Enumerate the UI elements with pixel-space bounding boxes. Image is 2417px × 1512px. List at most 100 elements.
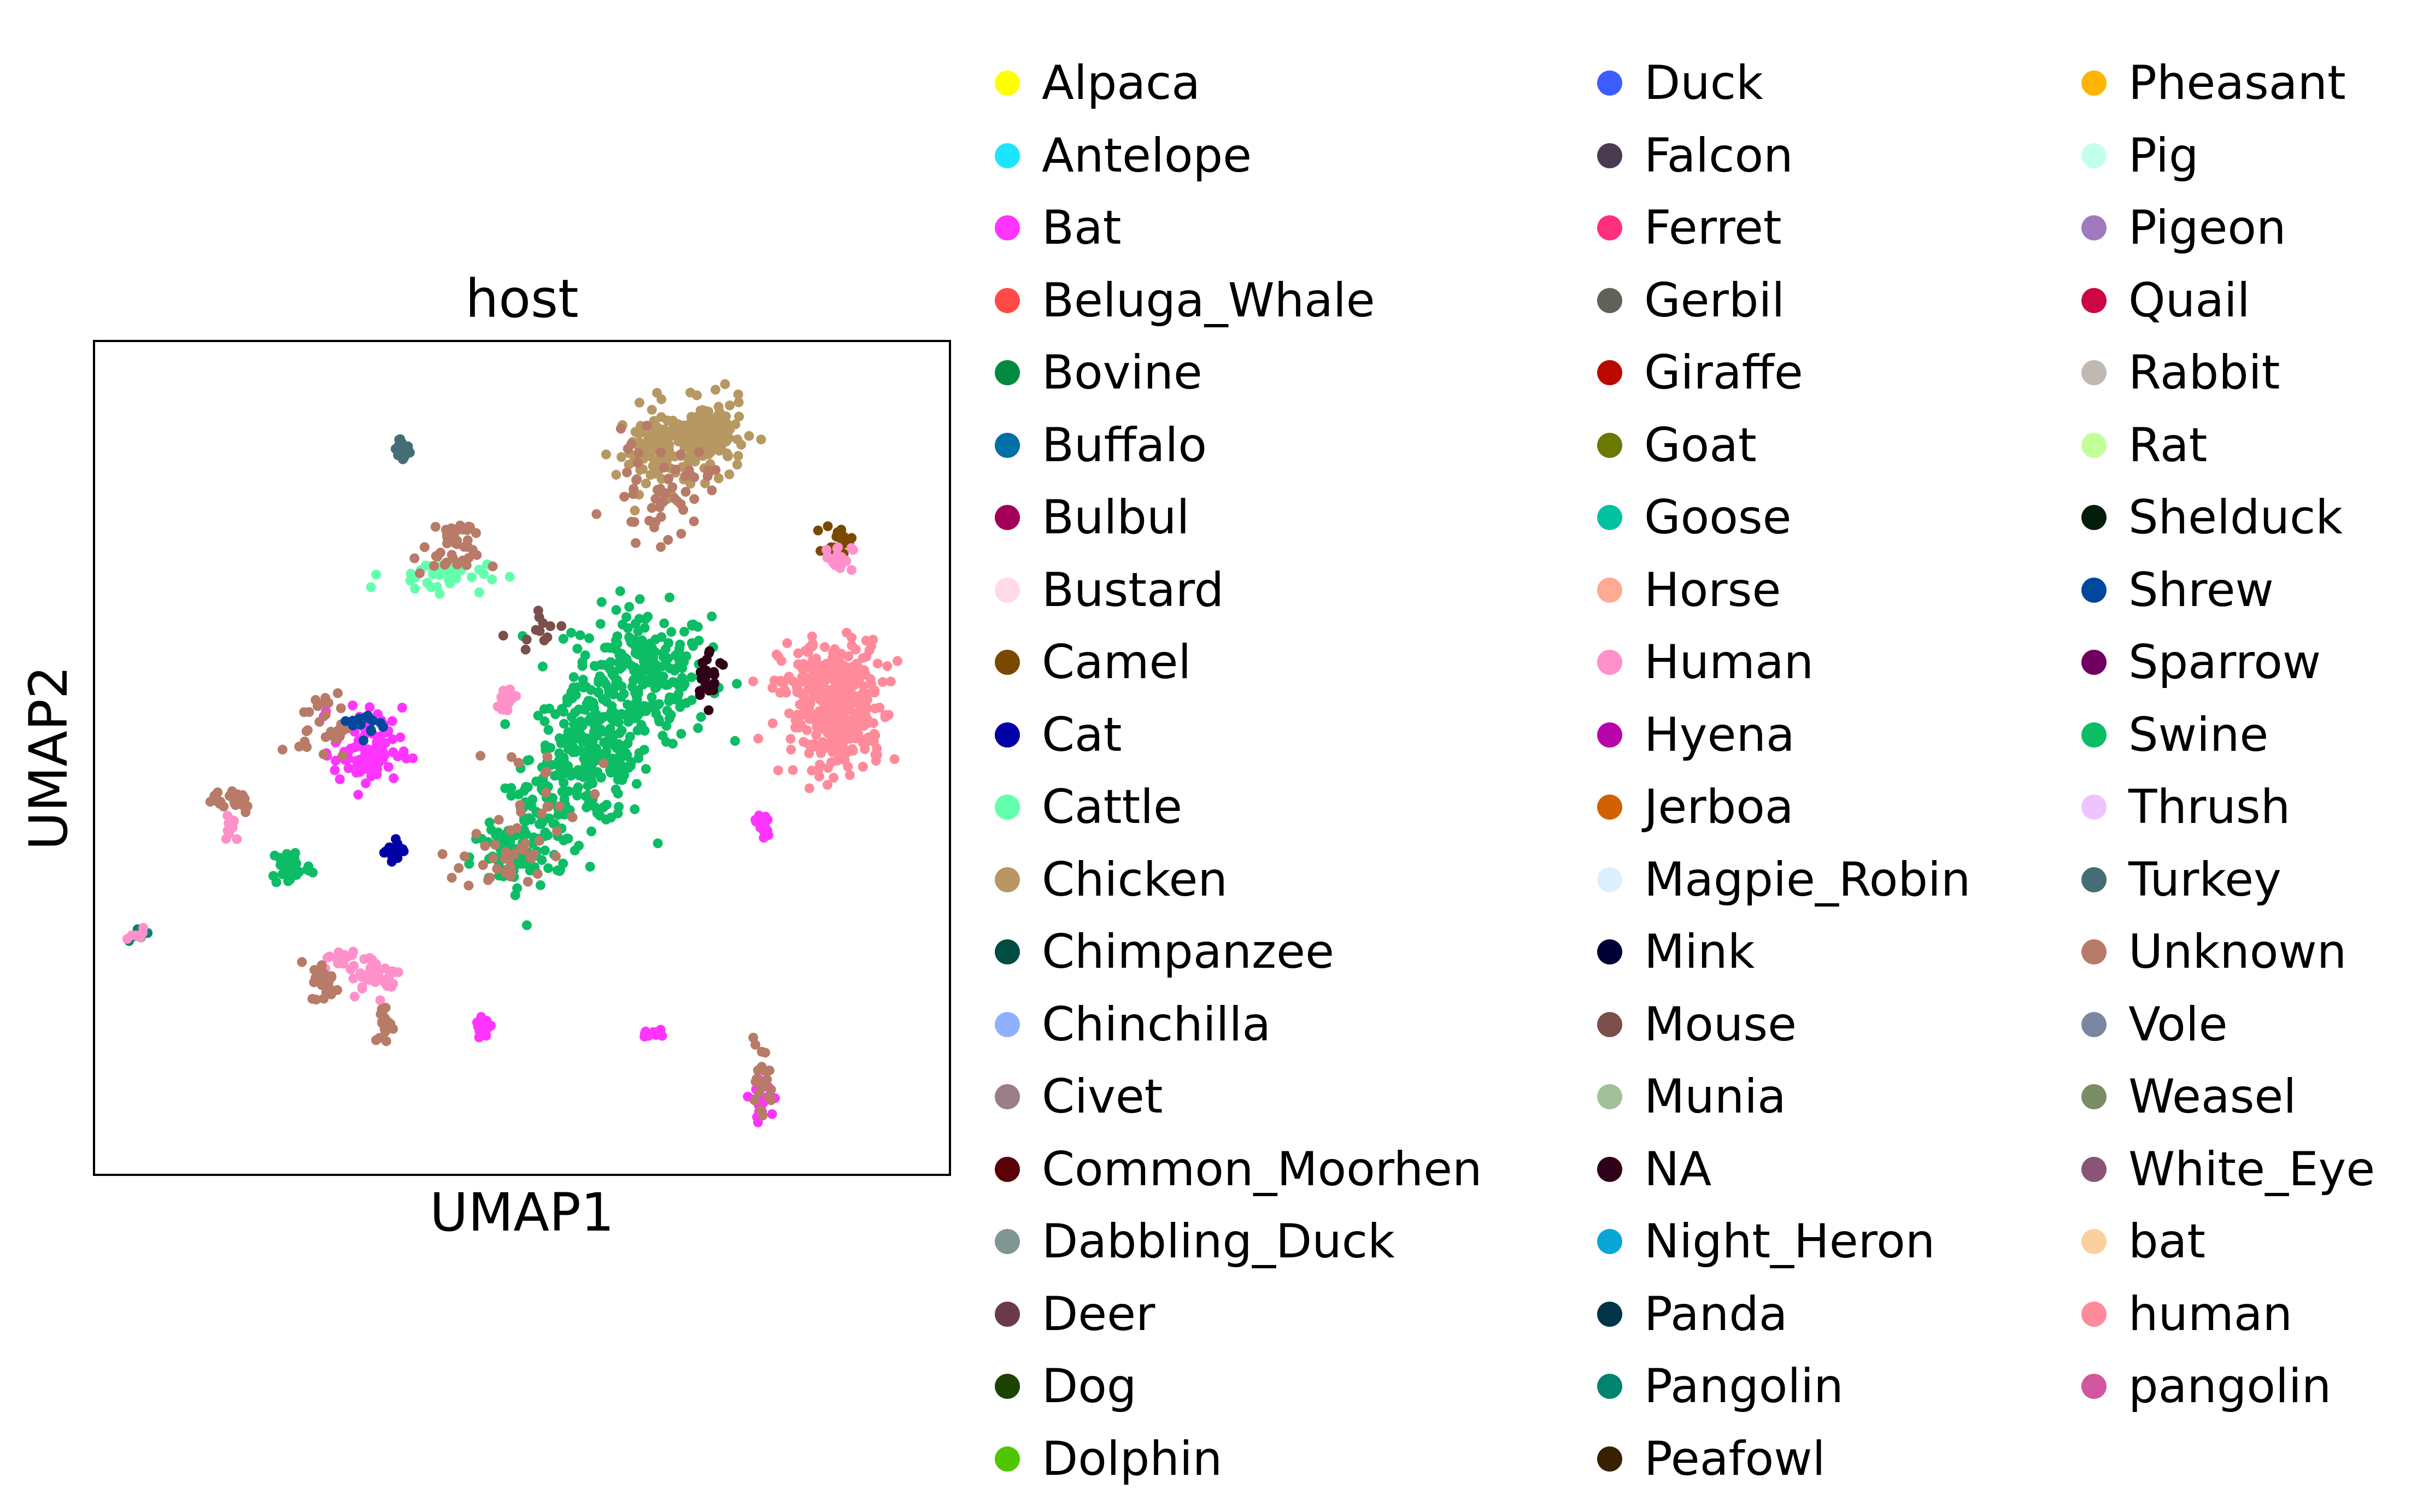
legend-item: Rabbit (2081, 337, 2375, 409)
data-point (348, 973, 359, 984)
data-point (834, 720, 844, 730)
legend-marker (2081, 1011, 2107, 1037)
data-point (808, 691, 819, 701)
data-point (649, 419, 660, 429)
legend-marker (995, 143, 1020, 168)
data-point (889, 754, 900, 764)
data-point (302, 864, 312, 875)
data-point (630, 662, 640, 673)
data-point (785, 734, 796, 744)
data-point (592, 808, 602, 819)
data-point (479, 569, 489, 579)
data-point (721, 436, 731, 446)
legend-item: Alpaca (995, 47, 1482, 120)
data-point (708, 436, 718, 446)
data-point (687, 620, 697, 630)
data-point (387, 716, 397, 726)
data-point (311, 995, 321, 1005)
data-point (775, 675, 785, 686)
data-point (755, 822, 765, 833)
legend-label: Ferret (1644, 201, 1782, 256)
data-point (667, 482, 678, 492)
data-point (665, 663, 675, 674)
data-point (578, 674, 588, 685)
legend-marker (2081, 577, 2107, 603)
data-point (799, 737, 809, 747)
legend-label: Quail (2128, 273, 2250, 328)
data-point (703, 669, 713, 679)
legend-item: Common_Moorhen (995, 1133, 1482, 1206)
data-point (521, 920, 532, 931)
data-point (525, 852, 536, 863)
data-point (834, 699, 844, 709)
data-point (822, 661, 832, 672)
data-point (320, 732, 331, 742)
data-point (520, 816, 531, 826)
data-point (562, 786, 573, 797)
data-point (545, 743, 555, 753)
legend-marker (995, 1446, 1020, 1472)
data-point (336, 703, 346, 714)
data-point (702, 471, 713, 481)
data-point (659, 618, 670, 628)
legend-marker (2081, 70, 2107, 96)
legend-label: Hyena (1644, 707, 1795, 762)
data-point (617, 452, 626, 462)
data-point (705, 646, 715, 656)
data-point (291, 867, 301, 877)
data-point (395, 732, 406, 743)
legend-item: Rat (2081, 409, 2375, 482)
legend-item: Deer (995, 1278, 1482, 1351)
data-point (796, 720, 806, 730)
data-point (614, 680, 624, 690)
data-point (345, 964, 356, 975)
legend-label: Jerboa (1644, 780, 1794, 835)
data-point (543, 802, 554, 811)
legend-label: White_Eye (2128, 1142, 2375, 1197)
legend-marker (1597, 1301, 1622, 1327)
legend-label: Shrew (2128, 562, 2274, 617)
data-point (654, 502, 665, 513)
data-point (653, 838, 663, 849)
data-point (519, 858, 529, 869)
data-point (570, 845, 580, 856)
data-point (619, 492, 630, 502)
legend-item: Pangolin (1597, 1350, 1970, 1423)
legend-item: Panda (1597, 1278, 1970, 1351)
data-point (488, 561, 498, 572)
data-point (767, 683, 778, 693)
data-point (595, 749, 606, 760)
data-point (355, 968, 366, 978)
data-point (679, 657, 689, 667)
data-point (552, 865, 562, 875)
data-point (559, 809, 570, 820)
data-point (670, 493, 680, 504)
data-point (807, 631, 817, 642)
data-point (389, 773, 399, 784)
data-point (639, 745, 649, 755)
data-point (403, 441, 413, 451)
data-point (506, 868, 517, 878)
data-point (323, 698, 333, 708)
data-point (537, 661, 548, 672)
legend-marker (2081, 1156, 2107, 1182)
data-point (375, 995, 385, 1005)
data-point (312, 701, 322, 711)
data-point (744, 431, 754, 441)
data-point (632, 725, 643, 736)
data-point (814, 772, 824, 782)
data-point (614, 728, 625, 738)
data-point (646, 470, 656, 480)
data-point (326, 989, 336, 999)
data-point (540, 827, 550, 838)
data-point (615, 586, 625, 596)
legend-item: Human (1597, 626, 1970, 699)
data-point (847, 744, 858, 754)
data-point (371, 569, 382, 580)
data-point (630, 804, 640, 814)
data-point (537, 808, 547, 819)
data-point (544, 703, 555, 714)
data-point (655, 484, 665, 494)
legend-label: Gerbil (1644, 273, 1785, 328)
data-point (736, 439, 746, 450)
